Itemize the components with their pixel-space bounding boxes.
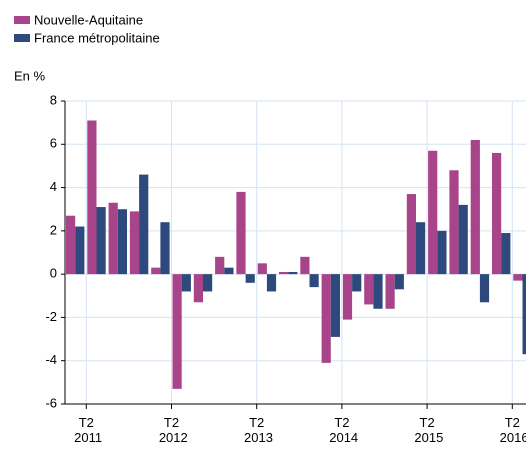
bar [129, 211, 140, 275]
bar [87, 120, 97, 275]
x-tick-label: T2 2013 [240, 415, 273, 445]
bar [66, 215, 76, 275]
x-tick-label: T2 2015 [411, 415, 444, 445]
x-tick-label: T2 2014 [326, 415, 359, 445]
bar [288, 271, 298, 275]
bar [117, 209, 127, 275]
x-tick-label: T2 2011 [71, 415, 103, 445]
bar [245, 274, 255, 283]
bar [437, 230, 447, 275]
bar [279, 271, 289, 275]
bar [215, 256, 225, 275]
bar [373, 274, 383, 309]
legend-swatch [14, 34, 30, 42]
bar [108, 202, 118, 275]
bar [416, 222, 426, 275]
y-tick-label: -4 [45, 352, 57, 367]
bar [449, 170, 459, 275]
bar [309, 274, 319, 288]
x-tick-label: T2 2016 [496, 415, 526, 445]
bar [257, 263, 267, 275]
bar [151, 267, 161, 275]
bar [352, 274, 362, 292]
legend-label: France métropolitaine [34, 30, 160, 45]
bar [513, 274, 523, 281]
bar [203, 274, 213, 292]
bar [321, 274, 331, 363]
bar [394, 274, 404, 290]
y-tick-label: 8 [50, 92, 57, 107]
bar [492, 152, 502, 275]
bar [96, 207, 106, 275]
bar [364, 274, 374, 305]
bar [172, 274, 182, 389]
bars [66, 120, 526, 389]
bar [75, 226, 85, 275]
y-tick-label: 2 [50, 222, 57, 237]
bar [139, 174, 149, 275]
bar [224, 267, 234, 275]
bar [181, 274, 191, 292]
y-tick-label: -2 [45, 309, 57, 324]
bar [428, 150, 438, 275]
bar [160, 222, 170, 275]
bar [458, 204, 468, 275]
y-tick-label: 6 [50, 136, 57, 151]
legend-label: Nouvelle-Aquitaine [34, 12, 143, 27]
bar [470, 139, 480, 275]
bar [300, 256, 310, 275]
bar [266, 274, 277, 292]
bar [501, 233, 511, 275]
bar [342, 274, 353, 320]
bar [193, 274, 203, 303]
y-axis-label: En % [14, 68, 46, 83]
bar [406, 194, 416, 275]
y-tick-label: 4 [50, 179, 57, 194]
y-tick-label: -6 [45, 395, 57, 410]
bar [479, 274, 490, 303]
bar [385, 274, 395, 309]
legend-swatch [14, 16, 30, 24]
bar [522, 274, 526, 355]
y-tick-label: 0 [50, 266, 57, 281]
x-tick-label: T2 2012 [155, 415, 188, 445]
bar [330, 274, 340, 337]
bar [236, 191, 246, 275]
